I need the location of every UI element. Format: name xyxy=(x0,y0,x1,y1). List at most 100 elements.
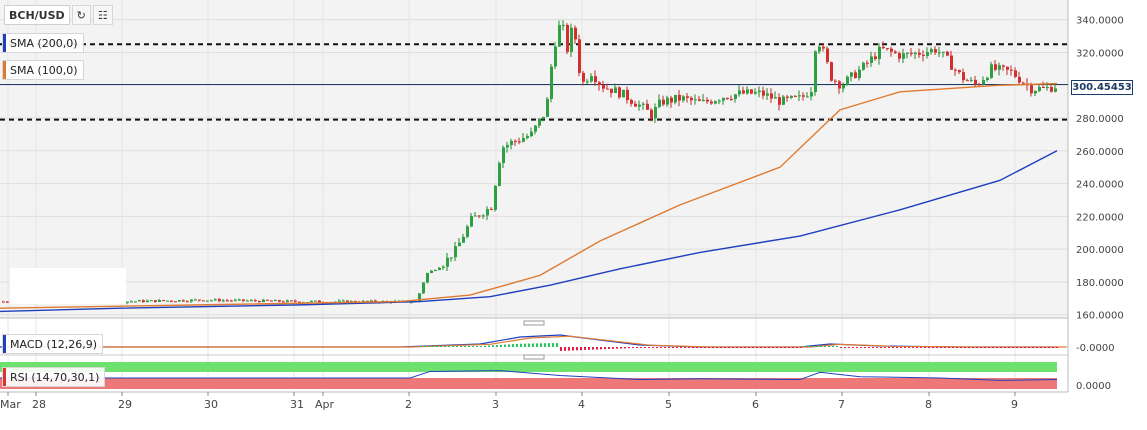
candle-body xyxy=(666,97,669,105)
calendar-icon: ☷ xyxy=(97,8,108,22)
candle-body xyxy=(862,62,865,70)
candle-body xyxy=(950,55,953,70)
candle-body xyxy=(634,103,637,107)
candle-body xyxy=(802,95,805,97)
macd-histogram-bar xyxy=(496,345,498,347)
candle-body xyxy=(762,90,765,96)
sma100-line xyxy=(0,82,1058,309)
candle-body xyxy=(514,140,517,142)
macd-histogram-bar xyxy=(736,347,738,348)
candle-body xyxy=(742,90,745,94)
candle-body xyxy=(810,92,813,97)
candle-body xyxy=(930,49,933,53)
candle-body xyxy=(278,300,281,302)
candle-body xyxy=(598,82,601,86)
candle-body xyxy=(290,300,293,302)
candle-body xyxy=(986,77,989,80)
candle-body xyxy=(954,69,957,71)
macd-histogram-bar xyxy=(816,346,818,347)
candle-body xyxy=(510,140,513,145)
macd-label: MACD (12,26,9) xyxy=(10,337,98,351)
sma100-legend[interactable]: SMA (100,0) xyxy=(2,60,84,80)
candle-body xyxy=(222,300,225,302)
refresh-icon: ↻ xyxy=(76,8,86,22)
sma200-label: SMA (200,0) xyxy=(10,36,78,50)
candle-body xyxy=(934,49,937,53)
macd-histogram-bar xyxy=(584,347,586,350)
candle-body xyxy=(318,300,321,303)
macd-histogram-bar xyxy=(488,345,490,347)
x-tick-label: 9 xyxy=(1011,398,1018,411)
macd-histogram-bar xyxy=(1028,347,1030,348)
macd-histogram-bar xyxy=(976,347,978,348)
candle-body xyxy=(602,85,605,89)
x-tick-label: 8 xyxy=(925,398,932,411)
symbol-selector[interactable]: BCH/USD xyxy=(4,5,70,25)
macd-histogram-bar xyxy=(820,346,822,347)
candle-body xyxy=(338,300,341,302)
candle-body xyxy=(150,300,153,302)
macd-histogram-bar xyxy=(984,347,986,348)
macd-histogram-bar xyxy=(784,347,786,348)
macd-histogram-bar xyxy=(872,347,874,348)
macd-histogram-bar xyxy=(616,347,618,349)
sma200-legend[interactable]: SMA (200,0) xyxy=(2,33,84,53)
macd-histogram-bar xyxy=(772,347,774,348)
candle-body xyxy=(454,246,457,258)
candle-body xyxy=(774,97,777,99)
candle-body xyxy=(766,93,769,96)
refresh-button[interactable]: ↻ xyxy=(71,5,91,25)
candle-body xyxy=(726,97,729,99)
x-tick-label: Apr xyxy=(315,398,335,411)
candle-body xyxy=(638,104,641,107)
candle-body xyxy=(282,301,285,303)
calendar-button[interactable]: ☷ xyxy=(92,5,113,25)
candle-body xyxy=(650,109,653,119)
macd-histogram-bar xyxy=(744,347,746,348)
candle-body xyxy=(822,46,825,49)
candle-body xyxy=(574,27,577,40)
candle-body xyxy=(498,163,501,186)
macd-histogram-bar xyxy=(556,343,558,347)
candle-body xyxy=(182,300,185,302)
rsi-legend[interactable]: RSI (14,70,30,1) xyxy=(2,367,106,387)
candle-body xyxy=(1042,86,1045,88)
candle-body xyxy=(858,69,861,79)
candle-body xyxy=(366,300,369,302)
macd-histogram-bar xyxy=(724,347,726,348)
candle-body xyxy=(154,300,157,302)
candle-body xyxy=(462,236,465,243)
macd-histogram-bar xyxy=(668,347,670,348)
candle-body xyxy=(530,131,533,137)
candle-body xyxy=(922,54,925,56)
macd-legend[interactable]: MACD (12,26,9) xyxy=(2,334,104,354)
current-price-tag: 300.45453 xyxy=(1071,80,1133,95)
macd-color-swatch xyxy=(3,335,6,353)
candle-body xyxy=(886,48,889,50)
macd-histogram-bar xyxy=(624,347,626,349)
macd-histogram-bar xyxy=(960,347,962,348)
candle-body xyxy=(686,96,689,98)
macd-histogram-bar xyxy=(1012,347,1014,348)
candle-body xyxy=(982,79,985,85)
macd-histogram-bar xyxy=(828,346,830,347)
macd-histogram-bar xyxy=(952,347,954,348)
candle-body xyxy=(138,300,141,302)
candle-body xyxy=(246,300,249,302)
macd-histogram-bar xyxy=(732,347,734,348)
macd-histogram-bar xyxy=(536,343,538,347)
current-price-value: 300.45453 xyxy=(1072,82,1132,93)
macd-histogram-bar xyxy=(908,347,910,348)
toolbar: BCH/USD ↻ ☷ xyxy=(4,5,113,27)
macd-histogram-bar xyxy=(456,346,458,347)
y-tick-label: 240.0000 xyxy=(1076,180,1124,191)
macd-histogram-bar xyxy=(780,347,782,348)
macd-histogram-bar xyxy=(752,347,754,348)
macd-histogram-bar xyxy=(748,347,750,348)
macd-histogram-bar xyxy=(1040,347,1042,348)
info-overlay-box xyxy=(10,268,126,304)
macd-histogram-bar xyxy=(520,343,522,347)
candle-body xyxy=(202,300,205,302)
candle-body xyxy=(126,301,129,303)
macd-histogram-bar xyxy=(1052,347,1054,348)
